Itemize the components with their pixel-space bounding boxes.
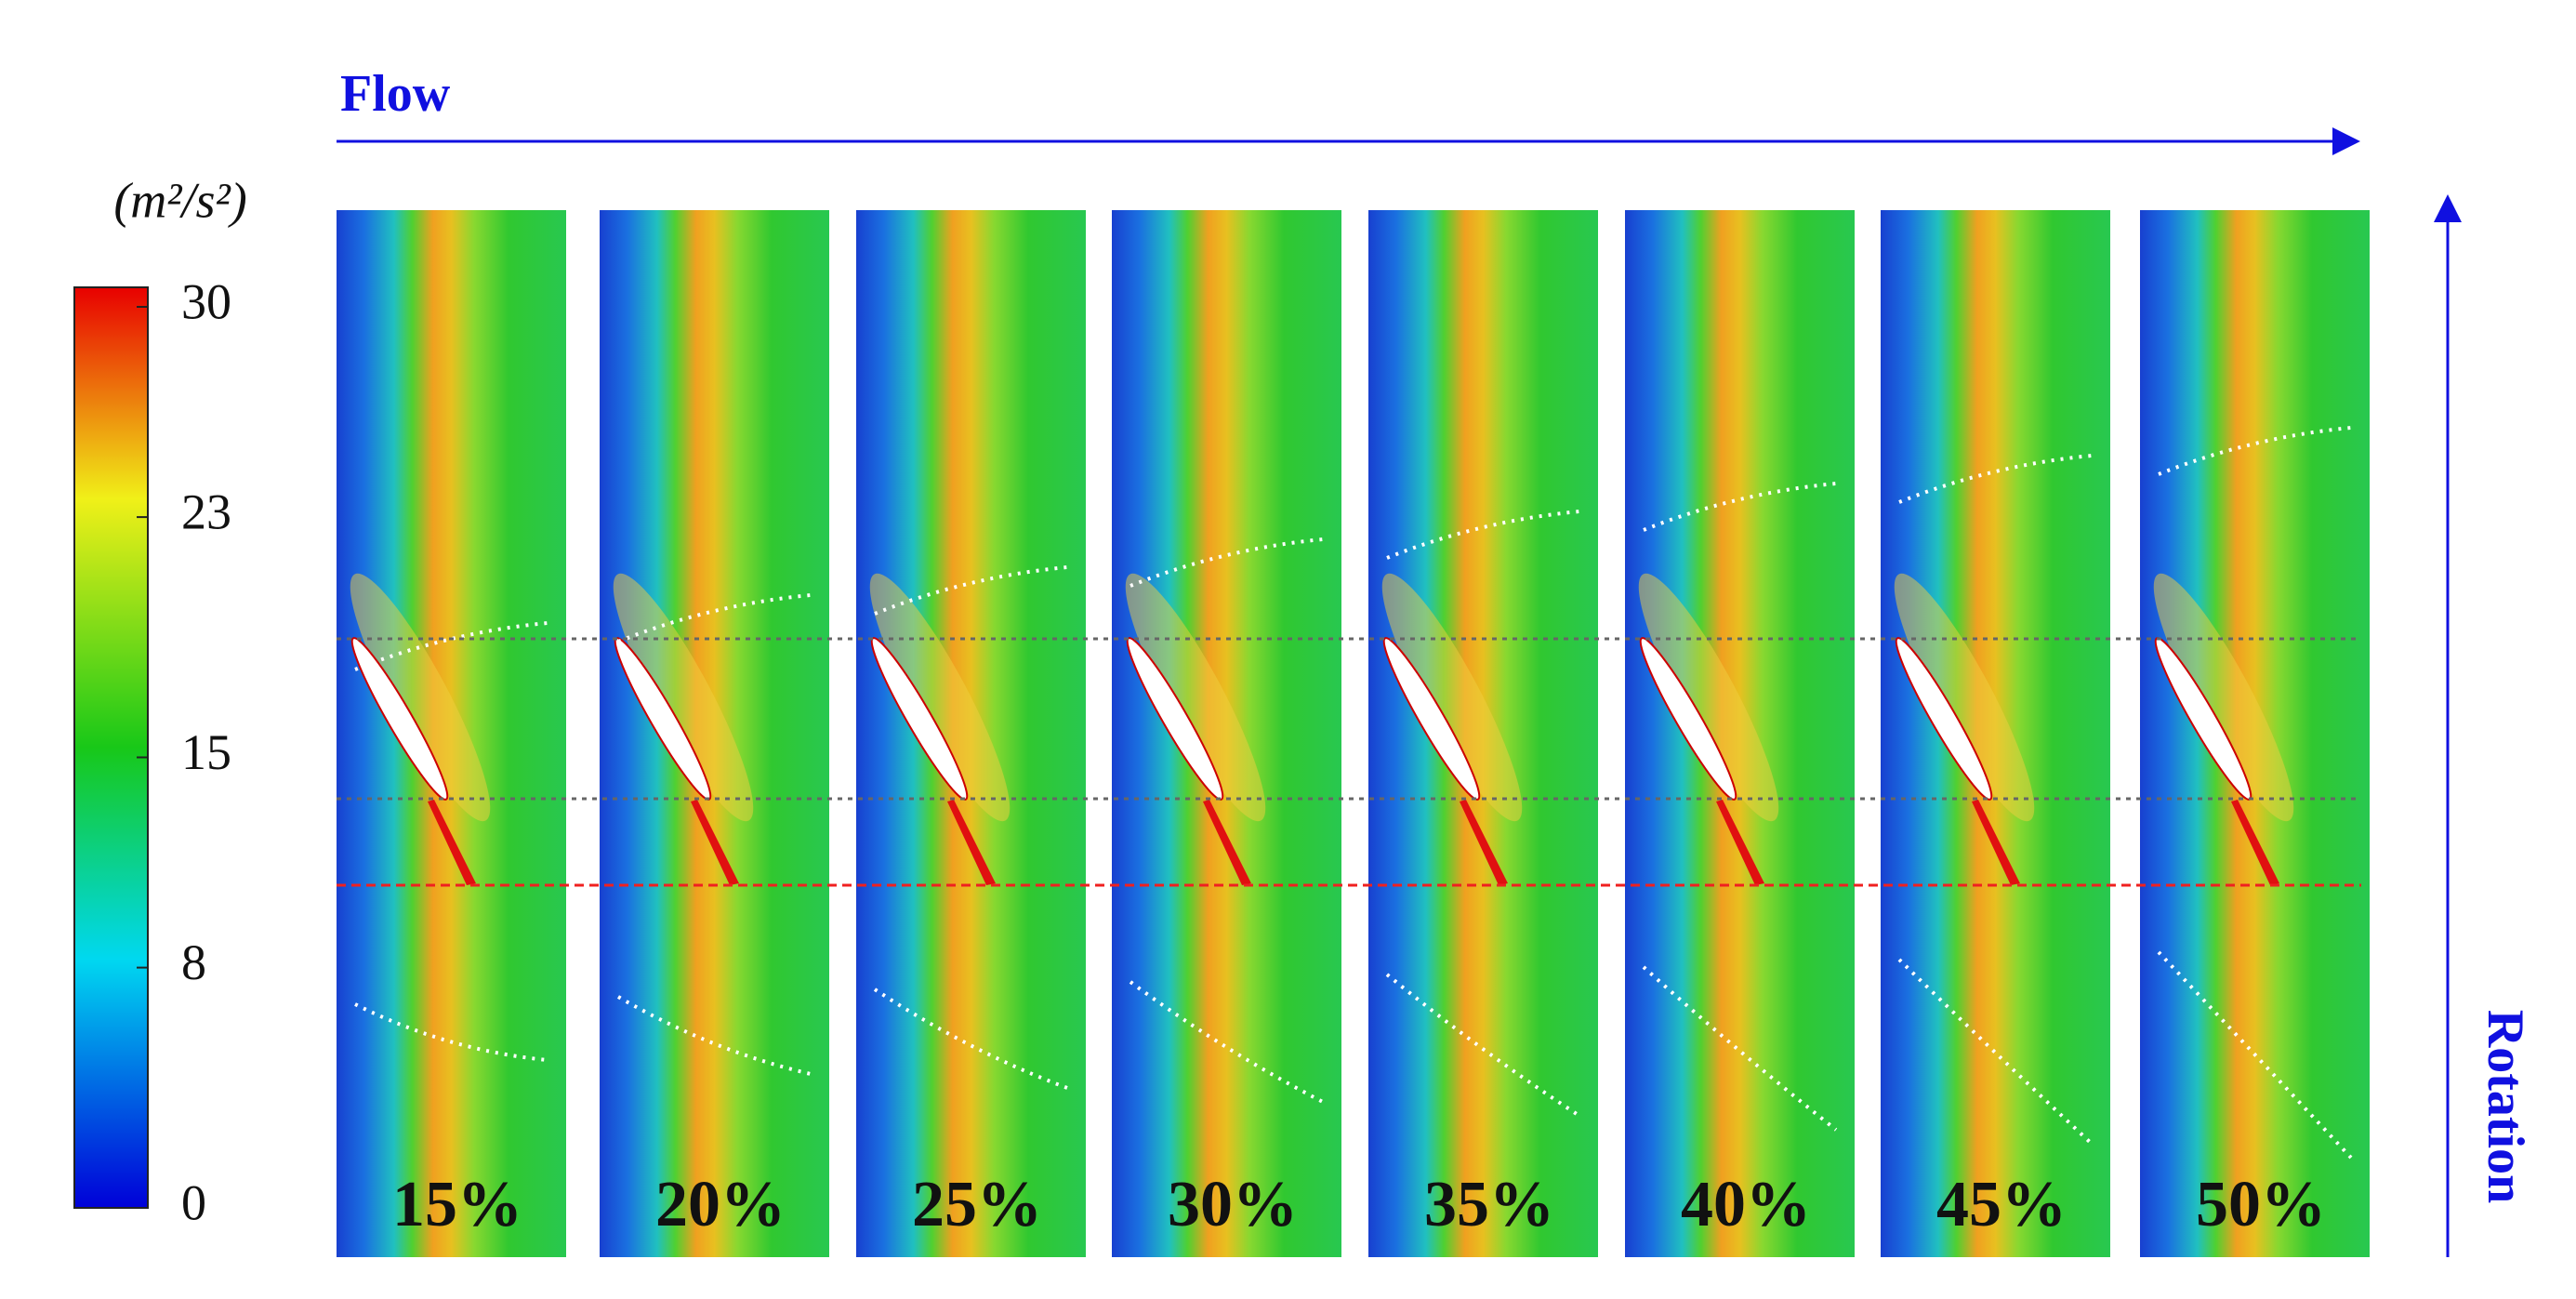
streamline — [1129, 980, 1324, 1104]
panel-label: 50% — [2196, 1169, 2326, 1240]
panel: 35% — [1368, 210, 1598, 1257]
colorbar-tick-label: 30 — [181, 273, 231, 329]
wake — [2153, 573, 2294, 822]
panels: 15% 20% 25% 30% 35% 40% 45% 50% — [337, 210, 2370, 1257]
blade-wake — [1972, 800, 2020, 885]
panel: 15% — [337, 210, 566, 1257]
wake — [1381, 573, 1523, 822]
blade-wake — [1203, 800, 1251, 885]
blade-wake — [428, 800, 476, 885]
blade-wake — [1460, 800, 1508, 885]
streamline — [354, 1002, 548, 1062]
wake — [613, 573, 754, 822]
streamline — [2157, 950, 2353, 1160]
blade — [1639, 637, 1737, 801]
blade-wake — [947, 800, 996, 885]
blade — [1895, 637, 1993, 801]
blade-wake — [2231, 800, 2279, 885]
panel-label: 40% — [1681, 1169, 1811, 1240]
flow-label: Flow — [340, 65, 451, 123]
streamline — [1897, 958, 2094, 1146]
blade-wake — [1716, 800, 1764, 885]
panel-label: 15% — [392, 1169, 522, 1240]
wake — [869, 573, 1011, 822]
panel-label: 35% — [1424, 1169, 1554, 1240]
panel: 45% — [1881, 210, 2110, 1257]
panel: 20% — [600, 210, 829, 1257]
panel-label: 45% — [1936, 1169, 2067, 1240]
streamline — [1385, 973, 1581, 1118]
colorbar — [73, 286, 149, 1209]
panel-label: 20% — [655, 1169, 786, 1240]
colorbar-unit: (m²/s²) — [113, 172, 246, 228]
panel-label: 30% — [1168, 1169, 1298, 1240]
wake — [1638, 573, 1779, 822]
panel: 30% — [1112, 210, 1341, 1257]
wake — [1125, 573, 1266, 822]
panel-label: 25% — [912, 1169, 1042, 1240]
colorbar-ticks: 0 8 15 23 30 — [137, 273, 231, 1230]
panel: 50% — [2140, 210, 2370, 1257]
wake — [1894, 573, 2035, 822]
wake — [350, 573, 491, 822]
panel: 25% — [856, 210, 1086, 1257]
blade — [350, 637, 449, 801]
rotation-label: Rotation — [2477, 1010, 2534, 1203]
blade-wake — [691, 800, 739, 885]
colorbar-tick-label: 23 — [181, 484, 231, 539]
colorbar-tick-label: 0 — [181, 1174, 206, 1230]
colorbar-tick-label: 15 — [181, 724, 231, 780]
panel: 40% — [1625, 210, 1855, 1257]
blade — [1382, 637, 1481, 801]
colorbar-tick-label: 8 — [181, 934, 206, 990]
